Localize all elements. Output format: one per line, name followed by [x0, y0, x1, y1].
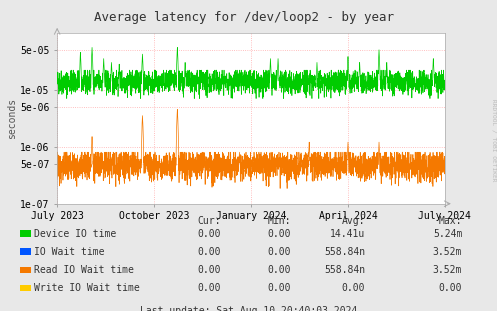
Text: 0.00: 0.00 — [439, 283, 462, 293]
Text: Max:: Max: — [439, 216, 462, 226]
Text: 0.00: 0.00 — [267, 247, 291, 257]
Text: 0.00: 0.00 — [198, 247, 221, 257]
Text: Min:: Min: — [267, 216, 291, 226]
Text: 0.00: 0.00 — [198, 283, 221, 293]
Text: RRDTOOL / TOBI OETIKER: RRDTOOL / TOBI OETIKER — [491, 99, 496, 181]
Text: Read IO Wait time: Read IO Wait time — [34, 265, 134, 275]
Text: 5.24m: 5.24m — [433, 229, 462, 239]
Text: Avg:: Avg: — [342, 216, 365, 226]
Text: 3.52m: 3.52m — [433, 247, 462, 257]
Text: 0.00: 0.00 — [267, 265, 291, 275]
Text: Average latency for /dev/loop2 - by year: Average latency for /dev/loop2 - by year — [93, 11, 394, 24]
Text: 3.52m: 3.52m — [433, 265, 462, 275]
Text: 0.00: 0.00 — [267, 283, 291, 293]
Text: Last update: Sat Aug 10 20:40:03 2024: Last update: Sat Aug 10 20:40:03 2024 — [140, 306, 357, 311]
Text: 14.41u: 14.41u — [330, 229, 365, 239]
Text: Cur:: Cur: — [198, 216, 221, 226]
Text: 558.84n: 558.84n — [324, 265, 365, 275]
Text: 0.00: 0.00 — [342, 283, 365, 293]
Text: Write IO Wait time: Write IO Wait time — [34, 283, 140, 293]
Text: seconds: seconds — [7, 98, 17, 139]
Text: 0.00: 0.00 — [198, 229, 221, 239]
Text: 0.00: 0.00 — [198, 265, 221, 275]
Text: IO Wait time: IO Wait time — [34, 247, 104, 257]
Text: Device IO time: Device IO time — [34, 229, 116, 239]
Text: 0.00: 0.00 — [267, 229, 291, 239]
Text: 558.84n: 558.84n — [324, 247, 365, 257]
